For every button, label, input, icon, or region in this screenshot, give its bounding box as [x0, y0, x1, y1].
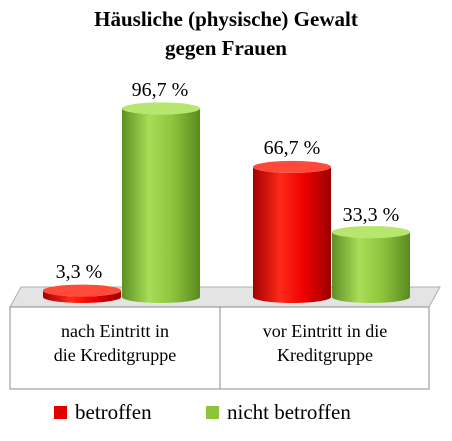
bar-body-betroffen-2	[253, 166, 331, 303]
legend-swatch-nicht-betroffen	[206, 406, 219, 419]
bar-top-nicht-betroffen-1	[122, 102, 200, 115]
bar-top-nicht-betroffen-2	[332, 226, 410, 239]
data-label-betroffen-1: 3,3 %	[56, 261, 103, 283]
bar-betroffen-1	[43, 284, 121, 303]
bars-group	[43, 102, 410, 303]
category-label-2-line-1: vor Eintritt in die	[263, 321, 387, 341]
legend-label-betroffen: betroffen	[75, 400, 152, 424]
chart-title-line-2: gegen Frauen	[165, 36, 287, 60]
bar-nicht-betroffen-1	[122, 102, 200, 303]
chart-title-line-1: Häusliche (physische) Gewalt	[94, 7, 358, 31]
data-label-nicht-betroffen-1: 96,7 %	[132, 79, 189, 101]
legend-swatch-betroffen	[54, 406, 67, 419]
bar-nicht-betroffen-2	[332, 226, 410, 303]
legend-label-nicht-betroffen: nicht betroffen	[227, 400, 351, 424]
bar-betroffen-2	[253, 160, 331, 303]
bar-body-nicht-betroffen-2	[332, 232, 410, 303]
bar-top-betroffen-1	[43, 284, 121, 297]
category-label-1-line-1: nach Eintritt in	[61, 321, 169, 341]
data-label-nicht-betroffen-2: 33,3 %	[343, 204, 400, 226]
category-label-2-line-2: Kreditgruppe	[277, 345, 373, 365]
bar-top-betroffen-2	[253, 160, 331, 173]
data-label-betroffen-2: 66,7 %	[264, 137, 321, 159]
bar-body-betroffen-1	[43, 290, 121, 303]
legend: betroffen nicht betroffen	[54, 400, 351, 424]
bar-body-nicht-betroffen-1	[122, 108, 200, 303]
category-label-1-line-2: die Kreditgruppe	[54, 345, 176, 365]
